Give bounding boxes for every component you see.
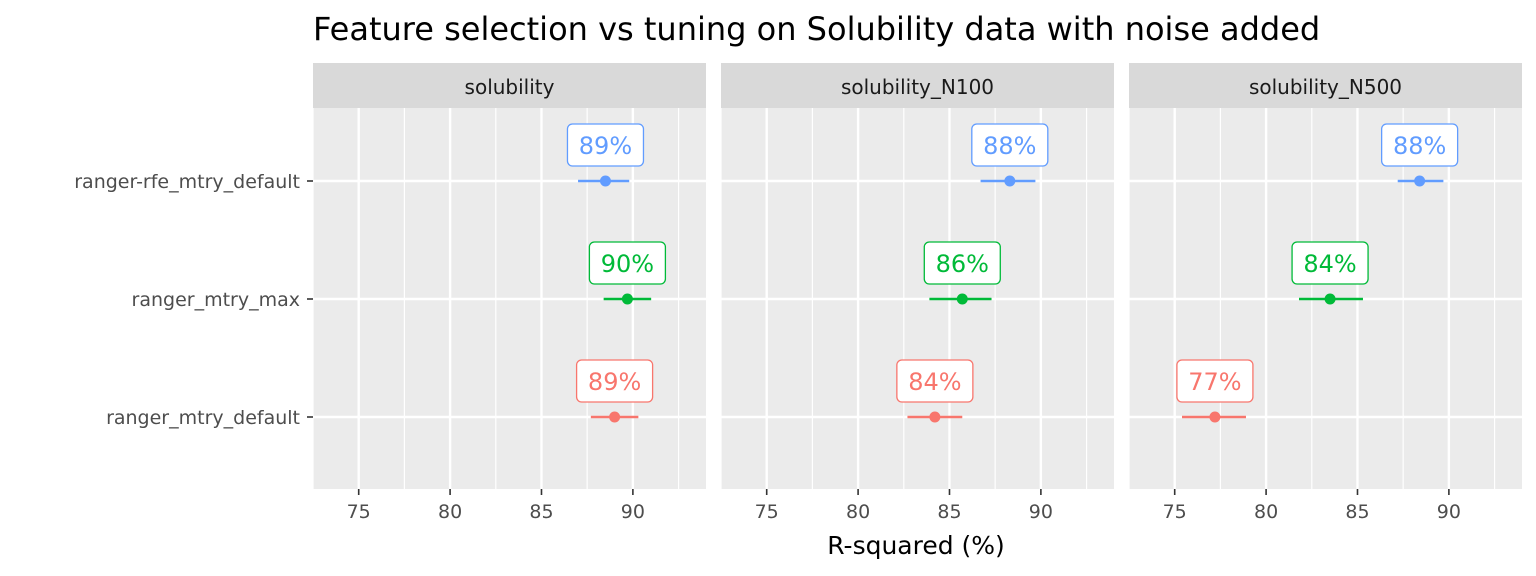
data-point xyxy=(929,411,941,423)
y-tick-label: ranger_mtry_default xyxy=(106,407,300,429)
data-label-box xyxy=(575,359,654,403)
data-label-box xyxy=(1291,241,1369,285)
x-tick-label: 90 xyxy=(1437,501,1461,523)
data-label-box xyxy=(566,123,645,167)
data-point xyxy=(609,411,621,423)
x-tick-label: 75 xyxy=(1163,501,1187,523)
x-tick-label: 75 xyxy=(755,501,779,523)
data-point xyxy=(621,293,633,305)
data-point xyxy=(1004,175,1016,187)
x-tick-label: 85 xyxy=(529,501,553,523)
x-tick-label: 80 xyxy=(846,501,870,523)
data-label: 84% xyxy=(908,368,961,396)
data-point xyxy=(1324,293,1336,305)
x-tick-label: 85 xyxy=(937,501,961,523)
x-tick-label: 75 xyxy=(347,501,371,523)
data-label: 89% xyxy=(588,368,641,396)
y-tick-label: ranger-rfe_mtry_default xyxy=(74,171,300,193)
data-label-box xyxy=(971,123,1049,167)
data-point xyxy=(956,293,968,305)
strip-background xyxy=(313,63,706,108)
data-label: 77% xyxy=(1188,368,1241,396)
data-label-box xyxy=(1176,359,1254,403)
data-point xyxy=(599,175,611,187)
strip-label: solubility_N100 xyxy=(841,75,994,99)
x-tick-label: 80 xyxy=(438,501,462,523)
data-label: 88% xyxy=(1393,132,1446,160)
facet-solubility_N500: solubility_N500 75 80 85 90 88% 84% 77% xyxy=(1128,63,1522,523)
x-tick-label: 85 xyxy=(1345,501,1369,523)
strip-background xyxy=(1129,63,1522,108)
data-label: 86% xyxy=(936,250,989,278)
data-label-box xyxy=(588,241,667,285)
facet-solubility: solubility 75 80 85 90 89% 90% 89% xyxy=(312,63,706,523)
x-axis-title: R-squared (%) xyxy=(827,531,1005,560)
data-label: 88% xyxy=(983,132,1036,160)
data-point xyxy=(1209,411,1221,423)
strip-background xyxy=(721,63,1114,108)
strip-label: solubility xyxy=(465,75,555,99)
facet-solubility_N100: solubility_N100 75 80 85 90 88% 86% 84% xyxy=(720,63,1114,523)
strip-label: solubility_N500 xyxy=(1249,75,1402,99)
facet-panels: solubility 75 80 85 90 89% 90% 89% solubility_N1… xyxy=(312,63,1522,523)
chart-title: Feature selection vs tuning on Solubilit… xyxy=(313,10,1320,48)
y-tick-label: ranger_mtry_max xyxy=(132,289,300,311)
data-label: 84% xyxy=(1303,250,1356,278)
y-axis: ranger-rfe_mtry_default ranger_mtry_maxra… xyxy=(74,171,313,429)
data-label-box xyxy=(896,359,974,403)
x-tick-label: 90 xyxy=(1029,501,1053,523)
x-tick-label: 80 xyxy=(1254,501,1278,523)
x-tick-label: 90 xyxy=(621,501,645,523)
data-point xyxy=(1414,175,1426,187)
data-label: 90% xyxy=(601,250,654,278)
data-label-box xyxy=(923,241,1001,285)
data-label-box xyxy=(1380,123,1459,167)
data-label: 89% xyxy=(579,132,632,160)
